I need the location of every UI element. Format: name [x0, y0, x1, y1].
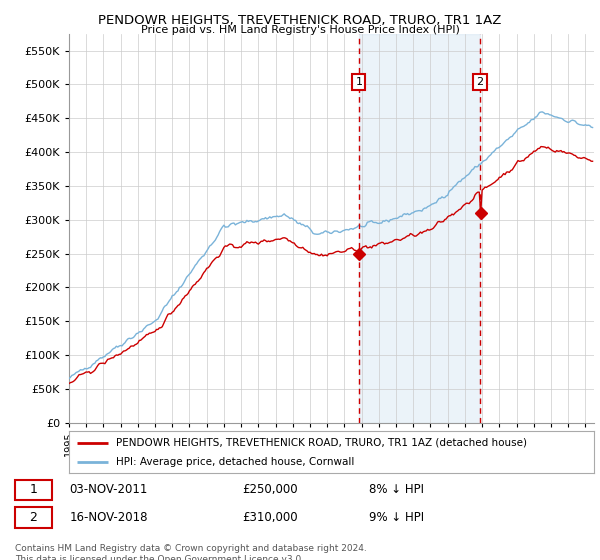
Text: HPI: Average price, detached house, Cornwall: HPI: Average price, detached house, Corn…	[116, 457, 355, 467]
Text: 1: 1	[29, 483, 37, 496]
Text: Contains HM Land Registry data © Crown copyright and database right 2024.
This d: Contains HM Land Registry data © Crown c…	[15, 544, 367, 560]
Text: 9% ↓ HPI: 9% ↓ HPI	[369, 511, 424, 524]
Text: 16-NOV-2018: 16-NOV-2018	[70, 511, 148, 524]
Text: 03-NOV-2011: 03-NOV-2011	[70, 483, 148, 496]
FancyBboxPatch shape	[15, 480, 52, 500]
FancyBboxPatch shape	[15, 507, 52, 528]
Text: Price paid vs. HM Land Registry's House Price Index (HPI): Price paid vs. HM Land Registry's House …	[140, 25, 460, 35]
Text: PENDOWR HEIGHTS, TREVETHENICK ROAD, TRURO, TR1 1AZ: PENDOWR HEIGHTS, TREVETHENICK ROAD, TRUR…	[98, 14, 502, 27]
Bar	[359, 34, 480, 423]
Text: £250,000: £250,000	[242, 483, 298, 496]
Text: 8% ↓ HPI: 8% ↓ HPI	[369, 483, 424, 496]
Text: 1: 1	[355, 77, 362, 87]
Text: 2: 2	[29, 511, 37, 524]
Text: PENDOWR HEIGHTS, TREVETHENICK ROAD, TRURO, TR1 1AZ (detached house): PENDOWR HEIGHTS, TREVETHENICK ROAD, TRUR…	[116, 437, 527, 447]
Text: 2: 2	[476, 77, 484, 87]
Text: £310,000: £310,000	[242, 511, 298, 524]
